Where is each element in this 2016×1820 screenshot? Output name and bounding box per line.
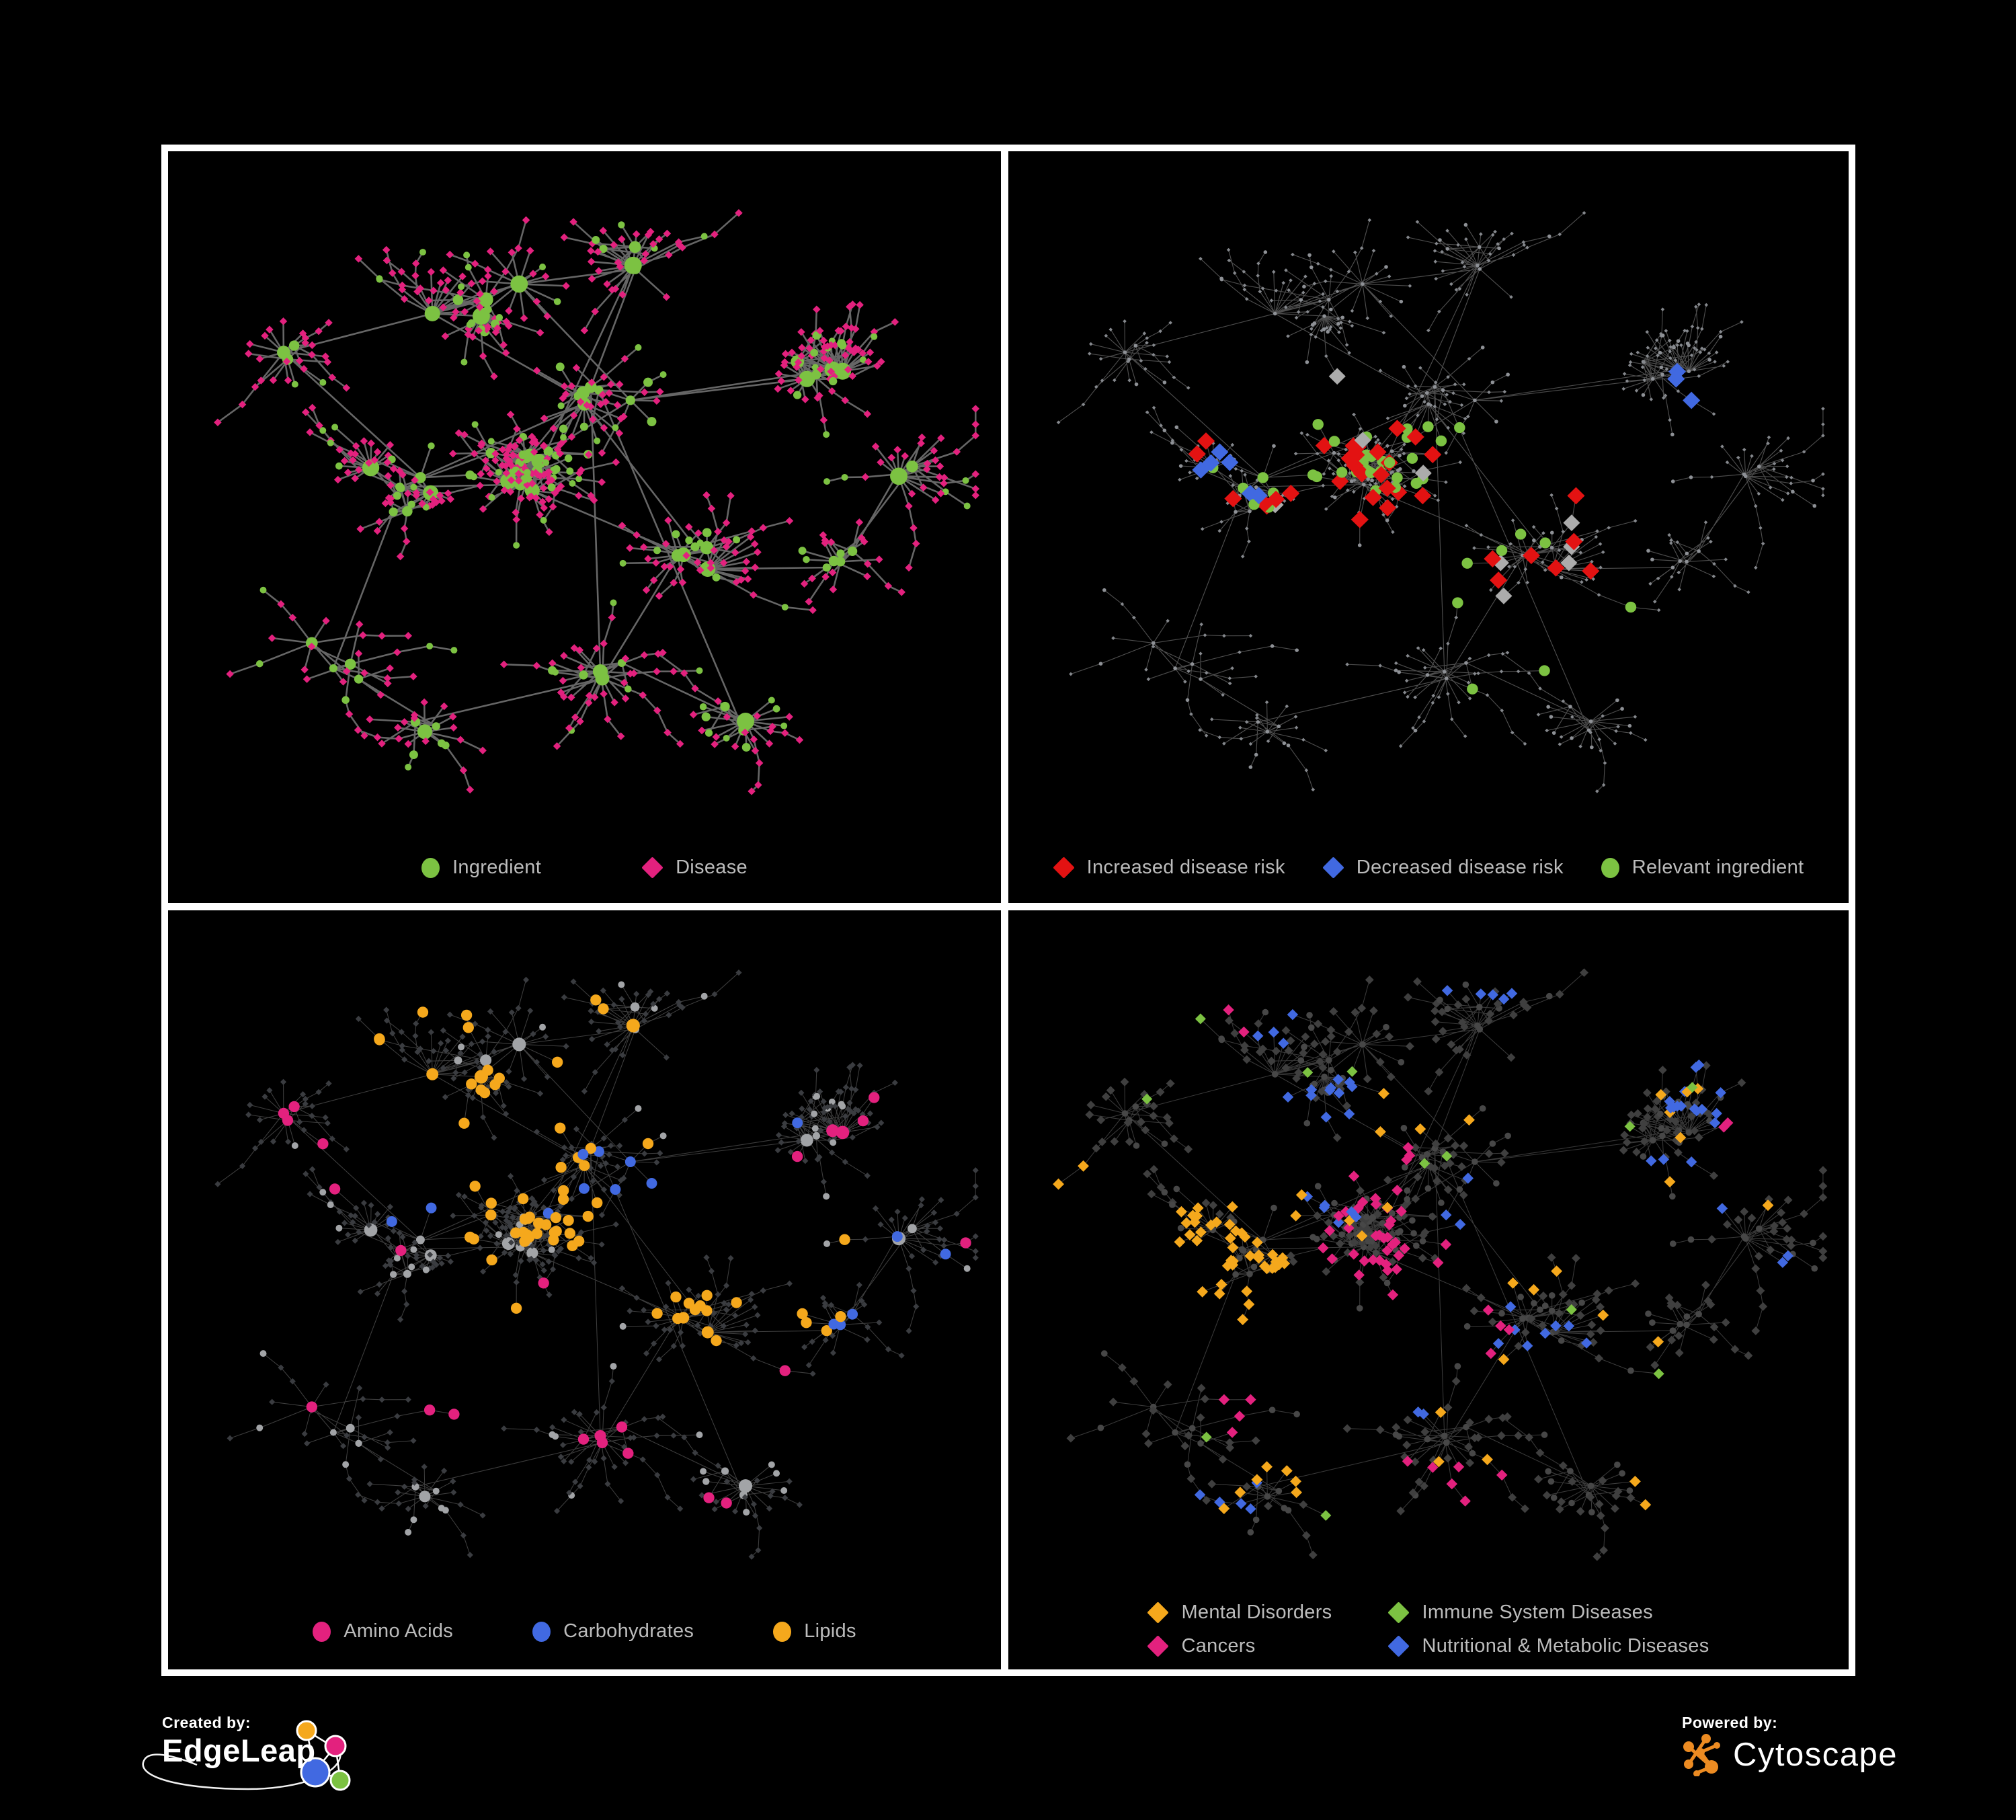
- network-graph-nutrient-classes: [214, 970, 979, 1560]
- legend-item: Immune System Diseases: [1387, 1601, 1709, 1624]
- legend-item: Ingredient: [421, 857, 541, 879]
- network-graph-ingredient-disease: [214, 208, 980, 795]
- legend-label: Nutritional & Metabolic Diseases: [1422, 1635, 1709, 1657]
- legend-item: Lipids: [773, 1620, 856, 1643]
- legend: Ingredient Disease: [168, 857, 1001, 879]
- panel-nutrient-classes: Amino Acids Carbohydrates Lipids: [168, 910, 1008, 1669]
- legend-label: Relevant ingredient: [1631, 857, 1804, 878]
- legend-label: Decreased disease risk: [1356, 857, 1564, 878]
- powered-by-block: Powered by:: [1682, 1714, 1898, 1776]
- legend: Mental Disorders Immune System Diseases Ca…: [1008, 1601, 1849, 1657]
- legend-label: Amino Acids: [344, 1620, 454, 1642]
- legend: Amino Acids Carbohydrates Lipids: [168, 1620, 1001, 1643]
- panel-disease-risk: Increased disease risk Decreased disease …: [1008, 151, 1849, 910]
- diamond-marker: [1052, 857, 1075, 879]
- edgeleap-network-doodle-icon: [142, 1720, 351, 1791]
- legend: Increased disease risk Decreased disease …: [1008, 857, 1849, 879]
- circle-marker: [313, 1621, 331, 1642]
- powered-by-label: Powered by:: [1682, 1714, 1778, 1731]
- legend-label: Lipids: [804, 1620, 856, 1642]
- legend-label: Increased disease risk: [1086, 857, 1285, 878]
- legend-label: Cancers: [1181, 1635, 1256, 1657]
- legend-item: Cancers: [1147, 1635, 1332, 1657]
- circle-marker: [773, 1621, 792, 1642]
- network-graph-disease-classes: [1053, 968, 1828, 1561]
- legend-item: Increased disease risk: [1052, 857, 1285, 879]
- legend-item: Mental Disorders: [1147, 1601, 1332, 1624]
- legend-item: Nutritional & Metabolic Diseases: [1387, 1635, 1709, 1657]
- created-by-label: Created by:: [162, 1714, 251, 1731]
- legend-label: Ingredient: [452, 857, 542, 878]
- legend-label: Carbohydrates: [563, 1620, 694, 1642]
- panel-disease-classes: Mental Disorders Immune System Diseases Ca…: [1008, 910, 1849, 1669]
- legend-item: Amino Acids: [313, 1620, 453, 1643]
- diamond-marker: [1322, 857, 1344, 879]
- legend-item: Carbohydrates: [532, 1620, 694, 1643]
- legend-label: Disease: [676, 857, 748, 878]
- panel-grid: Ingredient Disease Increased disease risk…: [161, 145, 1855, 1676]
- circle-marker: [1601, 857, 1619, 878]
- circle-marker: [532, 1621, 551, 1642]
- legend-label: Mental Disorders: [1181, 1601, 1332, 1623]
- panel-ingredient-disease: Ingredient Disease: [168, 151, 1008, 910]
- legend-item: Decreased disease risk: [1322, 857, 1564, 879]
- diamond-marker: [1147, 1601, 1170, 1624]
- cytoscape-icon: [1683, 1734, 1720, 1776]
- diamond-marker: [1387, 1601, 1410, 1624]
- cytoscape-wordmark: Cytoscape: [1733, 1736, 1898, 1773]
- diamond-marker: [1147, 1635, 1170, 1657]
- diamond-marker: [1387, 1635, 1410, 1657]
- diamond-marker: [641, 857, 663, 879]
- legend-label: Immune System Diseases: [1422, 1601, 1653, 1623]
- legend-item: Disease: [641, 857, 748, 879]
- edgeleap-wordmark: EdgeLeap: [162, 1733, 316, 1768]
- created-by-block: Created by: EdgeLeap: [142, 1714, 538, 1815]
- network-graph-disease-risk: [1056, 210, 1825, 793]
- legend-item: Relevant ingredient: [1601, 857, 1804, 879]
- circle-marker: [421, 857, 440, 878]
